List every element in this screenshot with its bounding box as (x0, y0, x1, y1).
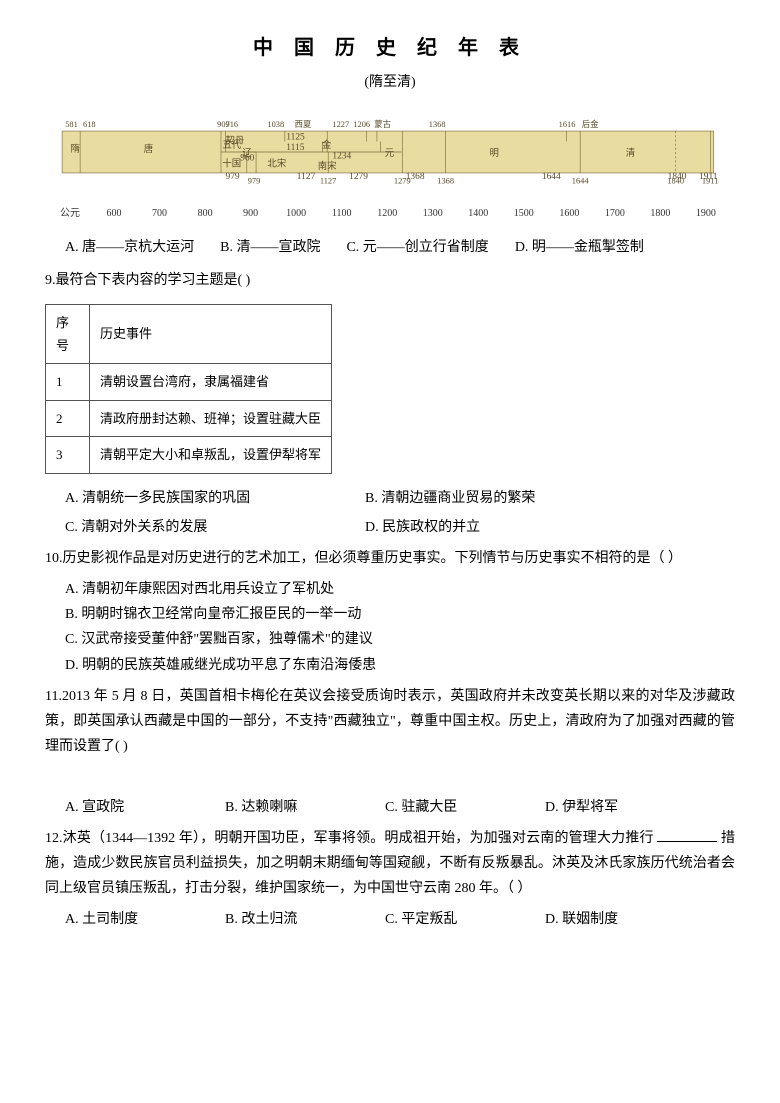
svg-text:1644: 1644 (542, 172, 561, 182)
chart-title: 中 国 历 史 纪 年 表 (45, 30, 735, 66)
timeline-chart: 5816189079161038西夏12271206蒙古13681616后金隋唐… (60, 107, 720, 197)
axis-tick: 1300 (423, 205, 443, 223)
axis-tick: 1600 (559, 205, 579, 223)
svg-text:1368: 1368 (429, 120, 446, 129)
q11-opt-d[interactable]: D. 伊犁将军 (545, 795, 705, 820)
q10-opt-c[interactable]: C. 汉武帝接受董仲舒"罢黜百家，独尊儒术"的建议 (65, 627, 735, 652)
q12-stem: 12.沐英（1344—1392 年），明朝开国功臣，军事将领。明成祖开始，为加强… (45, 826, 735, 902)
svg-text:1227: 1227 (332, 120, 349, 129)
q11-opt-b[interactable]: B. 达赖喇嘛 (225, 795, 385, 820)
q8-opt-a[interactable]: A. 唐——京杭大运河 (65, 235, 194, 260)
table-row: 3清朝平定大小和卓叛乱，设置伊犁将军 (46, 437, 332, 473)
axis-tick: 800 (195, 205, 215, 223)
table-row: 序号历史事件 (46, 304, 332, 364)
svg-text:1840: 1840 (667, 177, 684, 186)
axis-tick: 1400 (468, 205, 488, 223)
axis-unit: 公元 (60, 205, 104, 223)
svg-text:1279: 1279 (394, 177, 411, 186)
q11-options: A. 宣政院 B. 达赖喇嘛 C. 驻藏大臣 D. 伊犁将军 (65, 795, 735, 820)
axis-tick: 700 (150, 205, 170, 223)
svg-text:十国: 十国 (222, 158, 241, 170)
svg-text:1206: 1206 (353, 120, 370, 129)
axis-tick: 1200 (377, 205, 397, 223)
table-row: 1清朝设置台湾府，隶属福建省 (46, 364, 332, 400)
axis-tick: 1100 (332, 205, 352, 223)
svg-text:后金: 后金 (582, 119, 599, 129)
q12-opt-c[interactable]: C. 平定叛乱 (385, 907, 545, 932)
q9-options-row1: A. 清朝统一多民族国家的巩固 B. 清朝边疆商业贸易的繁荣 (65, 486, 735, 511)
q12-options: A. 土司制度 B. 改土归流 C. 平定叛乱 D. 联姻制度 (65, 907, 735, 932)
axis-tick: 1800 (650, 205, 670, 223)
svg-text:1616: 1616 (559, 120, 576, 129)
svg-text:蒙古: 蒙古 (374, 119, 391, 129)
axis-tick: 1700 (605, 205, 625, 223)
svg-text:唐: 唐 (144, 143, 153, 155)
th-event: 历史事件 (90, 304, 332, 364)
svg-text:1368: 1368 (437, 177, 454, 186)
q10-opt-d[interactable]: D. 明朝的民族英雄戚继光成功平息了东南沿海倭患 (65, 653, 735, 678)
q8-opt-b[interactable]: B. 清——宣政院 (220, 235, 320, 260)
svg-text:1279: 1279 (349, 172, 368, 182)
chart-subtitle: (隋至清) (45, 70, 735, 95)
timeline-svg: 5816189079161038西夏12271206蒙古13681616后金隋唐… (60, 107, 720, 197)
axis-tick: 1900 (696, 205, 716, 223)
svg-text:979: 979 (248, 177, 261, 186)
svg-text:960: 960 (240, 154, 254, 164)
q8-opt-d[interactable]: D. 明——金瓶掣签制 (515, 235, 644, 260)
q8-options: A. 唐——京杭大运河 B. 清——宣政院 C. 元——创立行省制度 D. 明—… (65, 235, 735, 260)
svg-text:1127: 1127 (297, 172, 316, 182)
axis-tick: 1000 (286, 205, 306, 223)
svg-text:979: 979 (226, 172, 240, 182)
q11-opt-c[interactable]: C. 驻藏大臣 (385, 795, 545, 820)
q11-opt-a[interactable]: A. 宣政院 (65, 795, 225, 820)
q12-opt-b[interactable]: B. 改土归流 (225, 907, 385, 932)
svg-text:清: 清 (626, 147, 635, 159)
axis-tick: 1500 (514, 205, 534, 223)
q10-opt-b[interactable]: B. 明朝时锦衣卫经常向皇帝汇报臣民的一举一动 (65, 602, 735, 627)
axis-tick: 600 (104, 205, 124, 223)
svg-text:1911: 1911 (702, 177, 718, 186)
q9-opt-c[interactable]: C. 清朝对外关系的发展 (65, 515, 365, 540)
q8-opt-c[interactable]: C. 元——创立行省制度 (346, 235, 488, 260)
svg-text:北宋: 北宋 (267, 158, 286, 170)
svg-text:南宋: 南宋 (318, 160, 337, 172)
svg-text:1127: 1127 (320, 177, 336, 186)
svg-text:1115: 1115 (286, 143, 304, 153)
q12-stem-a: 12.沐英（1344—1392 年），明朝开国功臣，军事将领。明成祖开始，为加强… (45, 831, 654, 846)
q9-opt-a[interactable]: A. 清朝统一多民族国家的巩固 (65, 486, 365, 511)
svg-text:916: 916 (226, 120, 239, 129)
axis-tick: 900 (241, 205, 261, 223)
svg-text:1234: 1234 (332, 151, 351, 161)
table-row: 2清政府册封达赖、班禅；设置驻藏大臣 (46, 400, 332, 436)
svg-text:隋: 隋 (70, 143, 79, 155)
q10-stem: 10.历史影视作品是对历史进行的艺术加工，但必须尊重历史事实。下列情节与历史事实… (45, 546, 735, 571)
q12-opt-a[interactable]: A. 土司制度 (65, 907, 225, 932)
svg-text:明: 明 (490, 148, 499, 159)
q9-opt-b[interactable]: B. 清朝边疆商业贸易的繁荣 (365, 486, 665, 511)
svg-text:金: 金 (322, 139, 332, 151)
svg-text:五代: 五代 (222, 140, 241, 151)
q12-opt-d[interactable]: D. 联姻制度 (545, 907, 705, 932)
q10-opt-a[interactable]: A. 清朝初年康熙因对西北用兵设立了军机处 (65, 577, 735, 602)
svg-text:1125: 1125 (286, 133, 305, 143)
q9-opt-d[interactable]: D. 民族政权的并立 (365, 515, 665, 540)
svg-text:581: 581 (65, 120, 78, 129)
q9-options-row2: C. 清朝对外关系的发展 D. 民族政权的并立 (65, 515, 735, 540)
svg-text:西夏: 西夏 (295, 120, 312, 129)
fill-blank[interactable] (657, 828, 717, 842)
timeline-axis: 公元 600 700 800 900 1000 1100 1200 1300 1400 1500 1… (60, 205, 720, 223)
svg-text:元: 元 (385, 149, 394, 159)
q11-stem: 11.2013 年 5 月 8 日，英国首相卡梅伦在英议会接受质询时表示，英国政… (45, 684, 735, 760)
q9-stem: 9.最符合下表内容的学习主题是( ) (45, 268, 735, 293)
q9-table: 序号历史事件 1清朝设置台湾府，隶属福建省 2清政府册封达赖、班禅；设置驻藏大臣… (45, 304, 332, 474)
svg-text:1038: 1038 (267, 120, 284, 129)
svg-text:618: 618 (83, 120, 96, 129)
svg-text:1644: 1644 (572, 177, 590, 186)
th-seq: 序号 (46, 304, 90, 364)
